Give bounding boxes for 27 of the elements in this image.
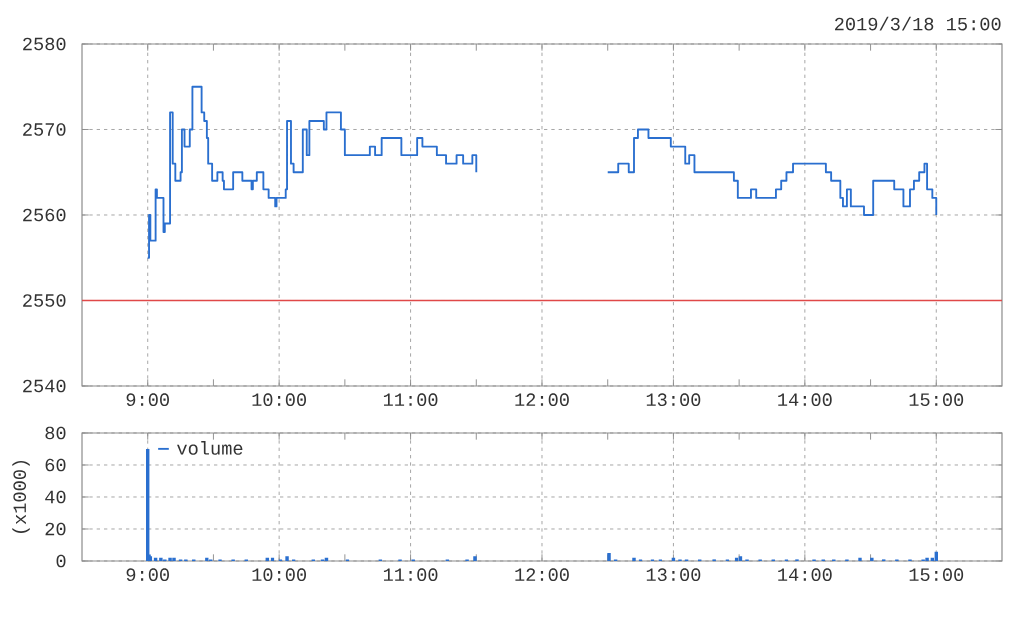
x-tick-label: 9:00	[126, 568, 169, 582]
x-tick-label: 12:00	[515, 393, 569, 407]
y-tick-label: 2560	[23, 208, 66, 222]
x-tick-label: 10:00	[252, 393, 306, 407]
x-tick-label: 13:00	[646, 568, 701, 582]
x-tick-label: 12:00	[515, 568, 569, 582]
y-tick-label: 2550	[23, 294, 66, 307]
x-tick-label: 9:00	[126, 393, 169, 407]
y-tick-label: 2580	[23, 37, 66, 51]
y-tick-label: 60	[45, 458, 66, 472]
y-tick-label: 20	[45, 522, 66, 536]
y-axis-title: (x1000)	[12, 460, 30, 534]
y-tick-label: 80	[45, 426, 66, 440]
x-tick-label: 13:00	[646, 393, 701, 407]
x-tick-label: 11:00	[383, 568, 438, 582]
y-tick-label: 0	[56, 554, 66, 568]
x-tick-label: 15:00	[909, 568, 964, 582]
y-tick-label: 2570	[23, 123, 66, 136]
x-tick-label: 10:00	[252, 568, 306, 582]
x-tick-label: 14:00	[778, 568, 832, 582]
legend-label: volume	[177, 441, 243, 455]
x-tick-label: 14:00	[778, 393, 832, 407]
x-tick-label: 11:00	[383, 393, 438, 407]
x-tick-label: 15:00	[909, 393, 964, 407]
y-tick-label: 40	[45, 490, 66, 504]
y-tick-label: 2540	[23, 379, 66, 393]
text: 2019/3/18 15:00	[835, 16, 1001, 31]
